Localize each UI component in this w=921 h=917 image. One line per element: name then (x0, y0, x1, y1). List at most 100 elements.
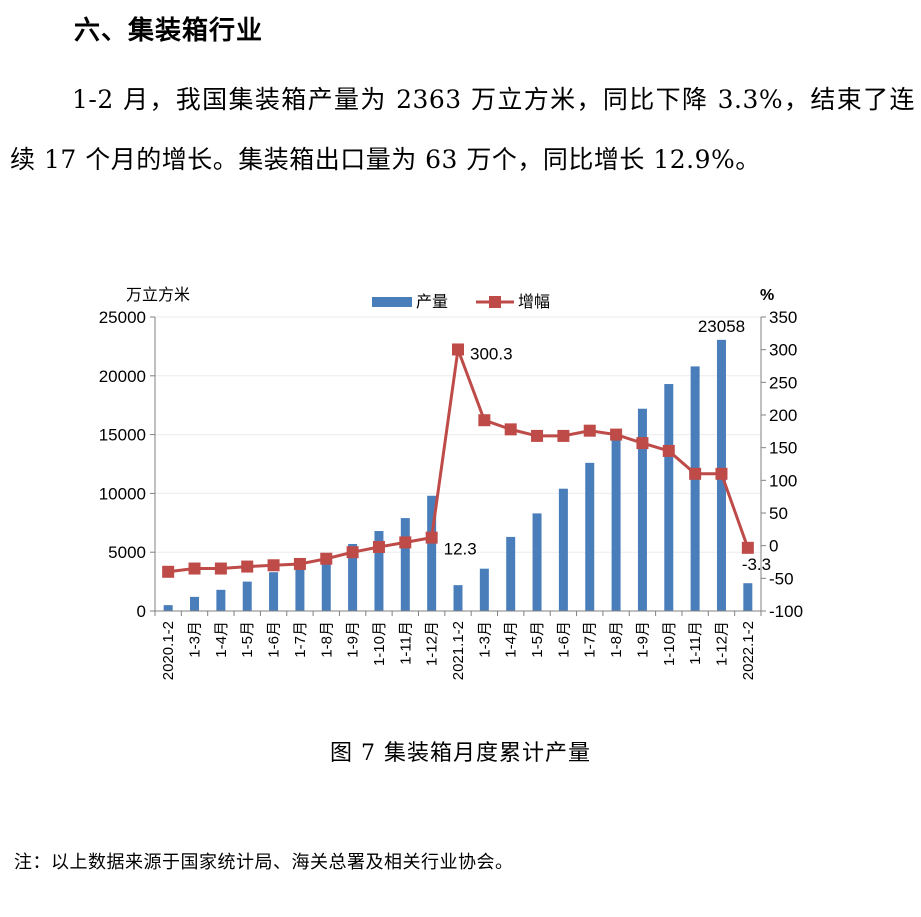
container-production-chart: 0 5000 10000 15000 20000 25000 -100 -50 0 50 100 15… (99, 286, 803, 680)
bar (269, 572, 279, 611)
legend-line-label: 增幅 (518, 293, 550, 311)
bar (611, 435, 621, 611)
labels: 300.3 12.3 23058 -3.3 (444, 317, 771, 574)
y-left-tick-label: 20000 (99, 367, 146, 386)
y-right-axis-title: % (760, 287, 774, 304)
x-tick-label: 1-9月 (634, 621, 651, 658)
y-right-tick-label: 350 (769, 308, 797, 327)
growth-marker (452, 343, 464, 356)
x-tick-label: 1-11月 (687, 621, 704, 665)
axes: 0 5000 10000 15000 20000 25000 -100 -50 0 50 100 15… (99, 308, 803, 680)
bar (558, 488, 568, 611)
x-tick-label: 1-9月 (345, 621, 362, 658)
legend-line-marker (489, 296, 501, 308)
y-left-tick-label: 15000 (99, 426, 146, 445)
data-label: 300.3 (470, 344, 513, 363)
bar (743, 583, 753, 611)
x-tick-label: 1-12月 (713, 621, 730, 666)
growth-marker (610, 428, 623, 441)
legend-bar-label: 产量 (416, 293, 448, 311)
y-right-tick-label: 100 (769, 471, 797, 490)
bar (163, 605, 173, 611)
x-tick-label: 1-12月 (424, 621, 441, 666)
data-label: -3.3 (742, 555, 771, 574)
bar (348, 543, 358, 611)
x-tick-label: 1-8月 (318, 621, 335, 658)
bar (216, 589, 226, 611)
growth-marker (741, 541, 754, 554)
y-right-tick-label: -100 (769, 602, 803, 621)
growth-marker (214, 562, 227, 575)
x-tick-label: 1-3月 (476, 621, 493, 658)
x-tick-label: 2021.1-2 (450, 621, 467, 680)
section-heading: 六、集装箱行业 (74, 16, 264, 46)
y-left-tick-label: 0 (137, 602, 146, 621)
x-tick-label: 1-7月 (582, 621, 599, 658)
growth-marker (583, 424, 596, 437)
data-label: 23058 (698, 317, 745, 336)
bar (374, 531, 384, 611)
growth-marker (636, 437, 649, 450)
legend-bar-swatch (372, 297, 412, 307)
growth-marker (293, 557, 306, 570)
growth-marker (425, 531, 438, 544)
bar (664, 384, 674, 611)
bar (190, 596, 200, 611)
x-tick-label: 1-5月 (239, 621, 256, 658)
growth-marker (689, 467, 702, 480)
y-right-tick-label: 150 (769, 439, 797, 458)
growth-marker (662, 444, 675, 457)
x-tick-label: 1-10月 (661, 621, 678, 666)
y-right-tick-label: 250 (769, 373, 797, 392)
growth-marker (188, 562, 201, 575)
x-tick-label: 1-6月 (555, 621, 572, 658)
footnote: 注：以上数据来源于国家统计局、海关总署及相关行业协会。 (14, 852, 514, 873)
x-tick-label: 1-3月 (187, 621, 204, 658)
x-tick-label: 1-5月 (529, 621, 546, 658)
x-tick-label: 1-4月 (503, 621, 520, 658)
x-tick-label: 2020.1-2 (160, 621, 177, 680)
growth-marker (162, 565, 175, 578)
bar (453, 585, 463, 611)
line-series (162, 343, 754, 578)
x-tick-label: 1-11月 (397, 621, 414, 665)
growth-marker (372, 540, 385, 553)
y-right-tick-label: 200 (769, 406, 797, 425)
bar (321, 558, 331, 611)
y-left-tick-label: 25000 (99, 308, 146, 327)
y-right-tick-label: -50 (769, 569, 794, 588)
bar (585, 462, 595, 611)
growth-marker (399, 536, 412, 549)
y-left-axis-title: 万立方米 (126, 286, 190, 304)
bar (532, 513, 542, 611)
growth-marker (267, 559, 280, 572)
growth-marker (346, 546, 359, 559)
x-tick-label: 2022.1-2 (740, 621, 757, 680)
bar (242, 581, 252, 611)
y-right-tick-label: 300 (769, 341, 797, 360)
growth-marker (320, 552, 333, 565)
growth-marker (478, 414, 491, 427)
bar (400, 518, 410, 611)
growth-marker (531, 429, 544, 442)
y-left-tick-label: 10000 (99, 484, 146, 503)
growth-line (167, 347, 750, 574)
y-left-tick-label: 5000 (108, 543, 146, 562)
bar (295, 566, 305, 611)
bar (479, 568, 489, 611)
x-tick-label: 1-7月 (292, 621, 309, 658)
bar (690, 366, 700, 611)
growth-marker (557, 429, 570, 442)
growth-marker (241, 560, 254, 573)
figure-caption: 图 7 集装箱月度累计产量 (330, 741, 591, 766)
bar (637, 408, 647, 611)
paragraph: 1-2 月，我国集装箱产量为 2363 万立方米，同比下降 3.3%，结束了连续… (10, 85, 915, 174)
x-tick-label: 1-8月 (608, 621, 625, 658)
y-right-tick-label: 0 (769, 537, 778, 556)
y-right-tick-label: 50 (769, 504, 788, 523)
bar (427, 495, 437, 611)
growth-marker (504, 423, 517, 436)
data-label: 12.3 (444, 540, 477, 559)
growth-marker (715, 467, 728, 480)
x-tick-label: 1-4月 (213, 621, 230, 658)
